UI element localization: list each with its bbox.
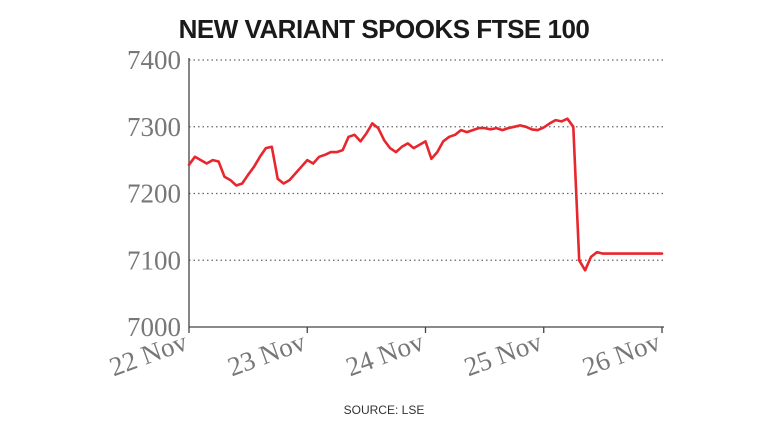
series-layer	[187, 117, 664, 272]
axes	[188, 58, 664, 333]
series-line	[187, 117, 664, 272]
y-tick-labels: 7000 7100 7200 7300 7400	[127, 45, 181, 342]
x-tick-label: 24 Nov	[342, 326, 428, 382]
source-note: SOURCE: LSE	[343, 403, 425, 417]
x-tick-label: 23 Nov	[224, 326, 310, 382]
x-tick-label: 25 Nov	[460, 326, 546, 382]
x-tick-labels: 22 Nov 23 Nov 24 Nov 25 Nov 26 Nov	[105, 326, 664, 382]
y-tick-label: 7400	[127, 45, 181, 75]
y-tick-label: 7000	[127, 312, 181, 342]
y-tick-label: 7300	[127, 112, 181, 142]
gridlines	[189, 59, 664, 261]
y-tick-label: 7200	[127, 179, 181, 209]
chart-title: NEW VARIANT SPOOKS FTSE 100	[178, 14, 590, 44]
y-tick-label: 7100	[127, 245, 181, 275]
x-tick-label: 26 Nov	[578, 326, 664, 382]
